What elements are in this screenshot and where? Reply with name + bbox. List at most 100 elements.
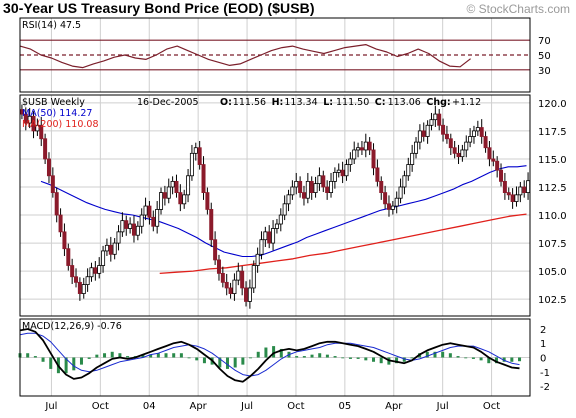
macd-histogram-bar bbox=[26, 353, 30, 358]
macd-histogram-bar bbox=[402, 357, 406, 362]
candle-body bbox=[108, 244, 113, 255]
candle-body bbox=[89, 267, 94, 278]
candle-body bbox=[305, 180, 310, 199]
candle-body bbox=[74, 276, 79, 283]
macd-histogram-bar bbox=[310, 354, 314, 358]
macd-histogram-bar bbox=[195, 357, 199, 361]
candle-body bbox=[464, 141, 469, 151]
candle-body bbox=[414, 141, 419, 154]
candle-body bbox=[502, 180, 507, 193]
ma50-line bbox=[40, 165, 527, 258]
x-axis-label: Apr bbox=[385, 401, 403, 412]
candle-body bbox=[301, 192, 306, 199]
macd-histogram-bar bbox=[79, 357, 83, 365]
candle-body bbox=[290, 186, 295, 196]
candle-body bbox=[329, 180, 334, 193]
candle-body bbox=[178, 192, 183, 205]
candle-body bbox=[471, 130, 476, 137]
price-tick-label: 115.0 bbox=[538, 155, 567, 166]
candle-body bbox=[186, 175, 191, 196]
macd-histogram-bar bbox=[87, 357, 91, 359]
candle-body bbox=[135, 225, 140, 236]
candle-body bbox=[332, 172, 337, 182]
candle-body bbox=[128, 223, 133, 229]
ohlc-value-label: 111.50 bbox=[336, 97, 369, 108]
macd-histogram-bar bbox=[318, 353, 322, 358]
candle-body bbox=[170, 180, 175, 188]
candle-body bbox=[398, 186, 403, 199]
macd-histogram-bar bbox=[433, 351, 437, 358]
candle-body bbox=[359, 147, 364, 151]
candle-body bbox=[62, 231, 67, 250]
macd-histogram-bar bbox=[118, 353, 122, 358]
candle-body bbox=[294, 180, 299, 188]
candle-body bbox=[340, 169, 345, 177]
macd-histogram-bar bbox=[241, 357, 245, 365]
candle-body bbox=[151, 216, 156, 227]
price-tick-label: 107.5 bbox=[538, 239, 567, 250]
copyright-label: © StockCharts.com bbox=[466, 2, 570, 16]
macd-histogram-bar bbox=[149, 354, 153, 358]
candle-body bbox=[255, 253, 260, 266]
macd-line bbox=[19, 328, 520, 383]
candle-body bbox=[159, 192, 164, 210]
candle-body bbox=[66, 248, 71, 266]
ohlc-key-label: O: bbox=[220, 97, 232, 108]
candle-body bbox=[193, 147, 198, 154]
candle-body bbox=[93, 267, 98, 274]
price-tick-label: 102.5 bbox=[538, 295, 567, 306]
candle-body bbox=[371, 149, 376, 169]
candle-body bbox=[143, 205, 148, 216]
candle-body bbox=[506, 192, 511, 196]
macd-histogram-bar bbox=[64, 357, 68, 374]
macd-histogram-bar bbox=[164, 353, 168, 358]
x-axis-label: Oct bbox=[483, 401, 500, 412]
candle-body bbox=[23, 113, 28, 124]
macd-histogram-bar bbox=[494, 357, 498, 364]
candle-body bbox=[352, 149, 357, 160]
macd-histogram-bar bbox=[487, 357, 491, 364]
candle-body bbox=[475, 127, 480, 132]
candle-body bbox=[263, 231, 268, 241]
ohlc-value-label: 111.56 bbox=[233, 97, 266, 108]
rsi-tick-label: 30 bbox=[538, 66, 551, 77]
candle-body bbox=[139, 214, 144, 227]
x-axis-label: Jul bbox=[240, 401, 253, 412]
candle-body bbox=[444, 133, 449, 140]
candle-body bbox=[460, 149, 465, 158]
candle-body bbox=[510, 194, 515, 202]
candle-body bbox=[189, 152, 194, 177]
candle-body bbox=[116, 231, 121, 244]
candle-body bbox=[205, 192, 210, 210]
candle-body bbox=[321, 175, 326, 188]
macd-histogram-bar bbox=[479, 357, 483, 361]
candle-body bbox=[267, 231, 272, 244]
candle-body bbox=[97, 265, 102, 274]
macd-histogram-bar bbox=[464, 357, 468, 359]
macd-histogram-bar bbox=[179, 353, 183, 358]
candle-body bbox=[298, 180, 303, 193]
macd-histogram-bar bbox=[172, 353, 176, 358]
macd-histogram-bar bbox=[41, 357, 45, 362]
macd-histogram-bar bbox=[441, 351, 445, 358]
macd-histogram-bar bbox=[103, 353, 107, 358]
macd-histogram-bar bbox=[218, 357, 222, 368]
macd-histogram-bar bbox=[333, 356, 337, 358]
candle-body bbox=[43, 138, 48, 160]
candle-body bbox=[383, 192, 388, 205]
candle-body bbox=[54, 192, 59, 216]
ohlc-value-label: 113.06 bbox=[388, 97, 421, 108]
candle-body bbox=[274, 223, 279, 229]
candle-body bbox=[201, 164, 206, 193]
x-axis-label: Jul bbox=[44, 401, 57, 412]
x-axis-label: 04 bbox=[143, 401, 156, 412]
macd-histogram-bar bbox=[448, 353, 452, 358]
x-axis-label: Oct bbox=[92, 401, 109, 412]
candle-body bbox=[112, 242, 117, 255]
candle-body bbox=[50, 175, 55, 193]
candle-body bbox=[31, 115, 36, 132]
rsi-tick-label: 70 bbox=[538, 36, 551, 47]
candle-body bbox=[224, 281, 229, 289]
macd-tick-label: -2 bbox=[540, 382, 550, 393]
candle-body bbox=[216, 259, 221, 274]
